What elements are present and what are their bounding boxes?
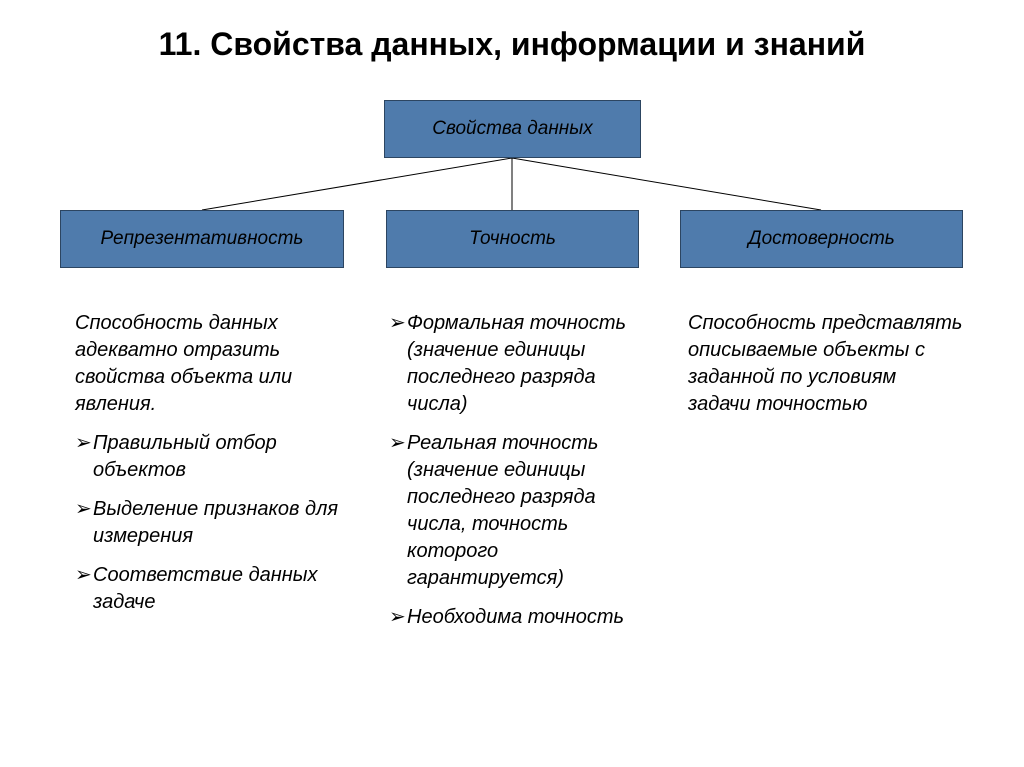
column-mid-list: Формальная точность (значение единицы по…: [389, 310, 649, 631]
column-mid: Формальная точность (значение единицы по…: [389, 310, 649, 643]
slide-title: 11. Свойства данных, информации и знаний: [0, 26, 1024, 63]
column-right: Способность представлять описываемые объ…: [688, 310, 963, 430]
column-left-list: Правильный отбор объектов Выделение приз…: [75, 430, 355, 616]
list-item: Необходима точность: [389, 604, 649, 631]
box-left: Репрезентативность: [60, 210, 344, 268]
list-item: Соответствие данных задаче: [75, 562, 355, 616]
box-mid-label: Точность: [469, 228, 556, 250]
list-item: Выделение признаков для измерения: [75, 496, 355, 550]
box-root: Свойства данных: [384, 100, 641, 158]
edge-root-right: [512, 158, 821, 210]
box-right: Достоверность: [680, 210, 963, 268]
list-item: Реальная точность (значение единицы посл…: [389, 430, 649, 592]
edge-root-left: [202, 158, 512, 210]
slide: 11. Свойства данных, информации и знаний…: [0, 0, 1024, 767]
column-left: Способность данных адекватно отразить св…: [75, 310, 355, 628]
box-right-label: Достоверность: [748, 228, 895, 250]
box-mid: Точность: [386, 210, 639, 268]
column-left-lead: Способность данных адекватно отразить св…: [75, 310, 355, 418]
column-right-lead: Способность представлять описываемые объ…: [688, 310, 963, 418]
list-item: Правильный отбор объектов: [75, 430, 355, 484]
box-left-label: Репрезентативность: [101, 228, 304, 250]
box-root-label: Свойства данных: [432, 118, 593, 140]
list-item: Формальная точность (значение единицы по…: [389, 310, 649, 418]
